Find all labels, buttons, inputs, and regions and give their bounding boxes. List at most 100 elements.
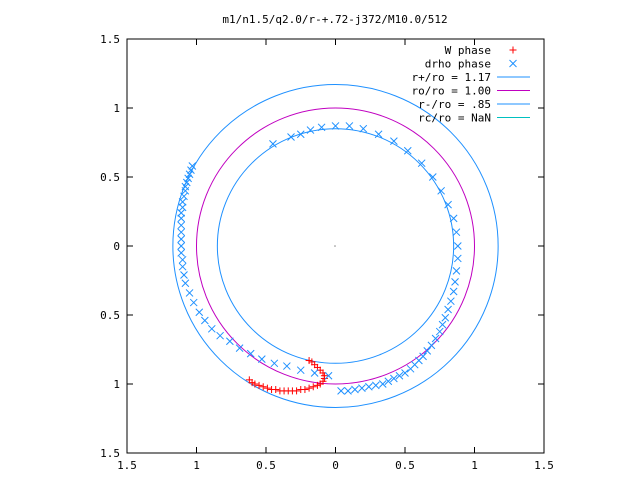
drho-phase-point: [452, 266, 461, 275]
drho-phase-point: [184, 174, 193, 183]
reference-circle: [196, 107, 475, 385]
cross-stroke: [437, 186, 445, 195]
drho-phase-point: [447, 297, 455, 306]
cross-stroke: [296, 130, 305, 139]
drho-phase-point: [401, 369, 409, 377]
drho-phase-point: [438, 320, 447, 329]
cross-stroke: [306, 126, 315, 134]
drho-phase-point: [185, 170, 194, 179]
drho-phase-point: [371, 381, 380, 390]
drho-phase-point: [358, 384, 366, 392]
drho-phase-point: [180, 192, 188, 201]
data-markers: [177, 122, 462, 395]
drho-phase-point: [287, 133, 295, 141]
cross-stroke: [178, 203, 187, 212]
drho-phase-point: [451, 278, 459, 286]
drho-phase-point: [435, 327, 444, 336]
legend-label: rc/ro = NaN: [418, 112, 491, 125]
chart-title: m1/n1.5/q2.0/r-+.72-j372/M10.0/512: [222, 13, 447, 26]
y-tick-label: 0.5: [100, 171, 120, 184]
axis-ticks: 1.5 1 0.5 0 0.5 1 1.51.510.500.511.5: [100, 33, 554, 472]
drho-phase-point: [423, 347, 432, 355]
cross-stroke: [177, 228, 186, 237]
cross-stroke: [331, 122, 340, 130]
cross-stroke: [417, 159, 426, 168]
cross-stroke: [371, 381, 380, 390]
drho-phase-point: [390, 374, 398, 383]
drho-phase-point: [246, 349, 255, 358]
cross-stroke: [177, 221, 186, 230]
y-tick-label: 0.5: [100, 309, 120, 322]
cross-stroke: [444, 305, 452, 314]
cross-stroke: [358, 384, 366, 392]
drho-phase-point: [374, 130, 383, 139]
drho-phase-point: [296, 130, 305, 139]
cross-stroke: [441, 313, 450, 322]
legend-label: drho phase: [425, 58, 491, 71]
cross-stroke: [188, 162, 197, 170]
drho-phase-point: [226, 337, 234, 346]
drho-phase-point: [431, 334, 440, 343]
drho-phase-point: [337, 387, 345, 395]
drho-phase-point: [177, 209, 186, 217]
drho-phase-point: [428, 173, 437, 181]
drho-phase-point: [359, 124, 368, 133]
w-phase-point: [293, 387, 301, 395]
cross-stroke: [296, 366, 305, 375]
legend-marker: [509, 46, 517, 54]
x-tick-label: 0.5: [256, 459, 276, 472]
drho-phase-point: [453, 242, 462, 250]
y-tick-label: 1: [113, 102, 120, 115]
origin-point: [334, 245, 336, 247]
cross-stroke: [390, 137, 398, 145]
cross-stroke: [200, 316, 209, 325]
w-phase-point: [305, 384, 313, 392]
cross-stroke: [187, 166, 195, 174]
drho-phase-point: [365, 382, 373, 391]
cross-stroke: [184, 174, 193, 183]
drho-phase-point: [178, 262, 187, 271]
cross-stroke: [438, 320, 447, 329]
reference-circles: [172, 84, 499, 408]
cross-stroke: [337, 387, 345, 395]
drho-phase-point: [270, 359, 279, 368]
reference-circle: [216, 128, 455, 364]
drho-phase-point: [178, 255, 187, 264]
drho-phase-point: [177, 214, 186, 223]
drho-phase-point: [257, 355, 266, 364]
cross-stroke: [181, 279, 190, 288]
w-phase-point: [251, 380, 259, 388]
drho-phase-point: [427, 341, 436, 350]
cross-stroke: [449, 287, 458, 296]
w-phase-point: [255, 381, 263, 389]
cross-stroke: [444, 200, 452, 209]
drho-phase-point: [178, 203, 187, 212]
cross-stroke: [435, 327, 444, 336]
w-phase-point: [309, 383, 317, 391]
drho-phase-point: [444, 305, 452, 314]
cross-stroke: [317, 123, 326, 132]
drho-phase-point: [395, 371, 404, 380]
drho-phase-point: [195, 308, 204, 317]
x-tick-label: 1: [193, 459, 200, 472]
drho-phase-point: [189, 298, 198, 307]
drho-phase-point: [384, 377, 393, 386]
drho-phase-point: [185, 289, 194, 297]
drho-phase-point: [306, 126, 315, 134]
drho-phase-point: [177, 228, 186, 237]
legend-label: r+/ro = 1.17: [412, 71, 491, 84]
cross-stroke: [177, 242, 186, 250]
drho-phase-point: [351, 385, 359, 394]
drho-phase-point: [180, 271, 188, 279]
drho-phase-point: [378, 380, 387, 388]
cross-stroke: [431, 334, 440, 343]
drho-phase-point: [269, 140, 277, 148]
cross-stroke: [180, 271, 188, 279]
cross-stroke: [216, 331, 224, 340]
cross-stroke: [390, 374, 398, 383]
cross-stroke: [287, 133, 295, 141]
drho-phase-point: [182, 178, 191, 187]
drho-phase-point: [200, 316, 209, 325]
cross-stroke: [177, 249, 186, 257]
